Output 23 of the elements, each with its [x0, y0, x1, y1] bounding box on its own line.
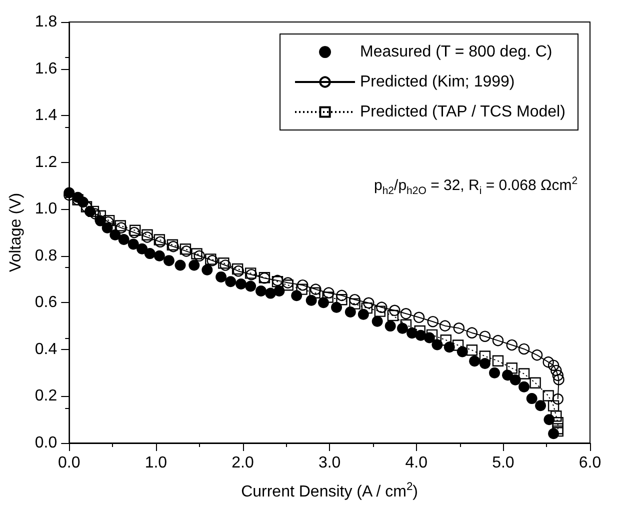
x-tick-label: 1.0 — [144, 454, 168, 472]
y-tick-label: 0.2 — [34, 388, 58, 405]
legend-label: Predicted (Kim; 1999) — [360, 74, 515, 90]
legend-label: Predicted (TAP / TCS Model) — [360, 104, 566, 120]
x-tick-label: 2.0 — [232, 454, 254, 472]
x-tick-label: 0.0 — [58, 454, 80, 472]
y-tick-label: 0.6 — [34, 294, 58, 312]
y-tick-label: 1.2 — [34, 154, 58, 171]
y-tick-label: 1.6 — [34, 60, 58, 78]
y-tick-label: 0.4 — [34, 340, 58, 358]
legend-label: Measured (T = 800 deg. C) — [360, 44, 552, 60]
y-axis-title: Voltage (V) — [8, 192, 24, 272]
x-tick-label: 3.0 — [318, 454, 341, 472]
y-tick-label: 1.8 — [34, 14, 58, 30]
annotation: p$_{h2}$/p$_{h2O}$ = 32, R$_{i}$ = 0.068 Ωcm$^{2}$ — [374, 174, 578, 197]
y-tick-label: 0.0 — [34, 434, 58, 452]
y-tick-label: 1.0 — [34, 200, 58, 218]
y-tick-label: 0.8 — [34, 247, 58, 264]
x-tick-label: 6.0 — [578, 454, 602, 472]
x-tick-label: 4.0 — [405, 454, 428, 472]
x-axis-title: Current Density (A / cm$^{2}$) — [241, 481, 418, 502]
x-tick-label: 5.0 — [492, 454, 514, 472]
y-tick-label: 1.4 — [34, 107, 58, 124]
